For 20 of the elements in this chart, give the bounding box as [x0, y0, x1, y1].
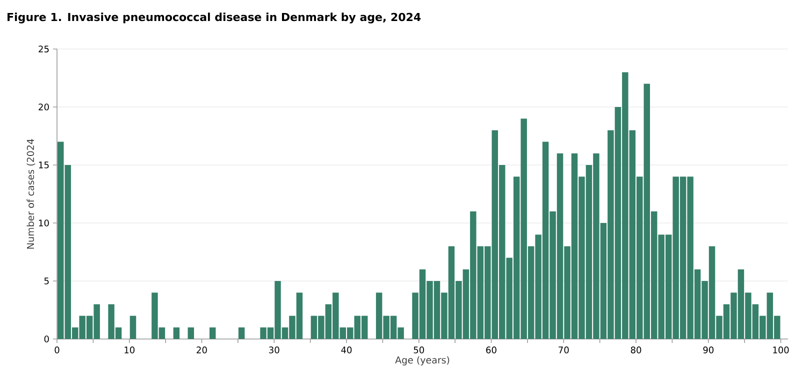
x-tick-label: 10: [124, 346, 135, 354]
x-tick-label: 40: [341, 346, 352, 354]
x-tick-label: 70: [558, 346, 569, 354]
y-tick-label: 10: [39, 220, 49, 226]
y-tick-label: 0: [44, 336, 49, 342]
y-tick-label: 25: [38, 46, 49, 52]
x-tick-label: 50: [414, 346, 424, 354]
x-tick-label: 100: [773, 346, 789, 354]
y-tick-label: 15: [39, 162, 49, 168]
x-tick-label: 0: [54, 346, 60, 354]
x-tick-label: 80: [630, 346, 642, 354]
y-axis-title: Number of cases (2024: [26, 139, 36, 249]
x-tick-label: 60: [486, 346, 496, 354]
x-tick-label: 90: [703, 346, 714, 354]
chart-title: Figure 1. Invasive pneumococcal disease in Denmark by age, 2024: [8, 12, 421, 24]
x-axis-title: Age (years): [395, 356, 450, 366]
x-tick-label: 30: [269, 346, 280, 354]
y-tick-label: 20: [38, 104, 49, 110]
x-tick-label: 20: [196, 346, 207, 354]
y-tick-label: 5: [44, 278, 49, 284]
